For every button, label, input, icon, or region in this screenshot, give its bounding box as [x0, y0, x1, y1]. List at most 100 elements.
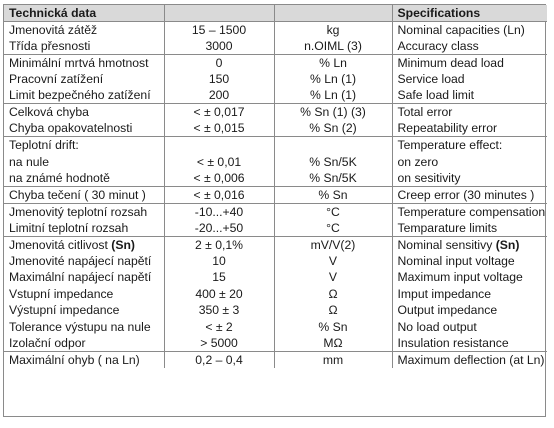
- table-row: na známé hodnotě < ± 0,006 % Sn/5K on se…: [4, 169, 547, 187]
- row-value: 0,2 – 0,4: [164, 351, 275, 368]
- row-label-cz: Izolační odpor: [4, 334, 165, 352]
- row-label-en: Temperature compensation: [397, 204, 546, 219]
- table-row: Limitní teplotní rozsah -20...+50 °C Tem…: [4, 219, 547, 237]
- table-row: Vstupní impedance 400 ± 20 Ω Imput imped…: [4, 285, 547, 302]
- header-en: Specifications: [392, 5, 547, 22]
- table-row: Celková chyba < ± 0,017 % Sn (1) (3) Tot…: [4, 103, 547, 121]
- row-value: 15 – 1500: [164, 21, 275, 38]
- row-unit: mm: [274, 351, 393, 368]
- row-label-cz-bold: (Sn): [111, 237, 135, 252]
- row-value: 350 ± 3: [164, 301, 275, 319]
- row-label-cz: Teplotní drift:: [4, 136, 165, 154]
- row-unit: °C: [274, 219, 393, 237]
- row-unit: % Sn/5K: [274, 153, 393, 170]
- row-unit: % Ln (1): [274, 71, 393, 88]
- row-label-en: No load output: [397, 319, 477, 334]
- row-value: 10: [164, 252, 275, 270]
- row-label-cz: Vstupní impedance: [4, 285, 165, 302]
- table-row: Maximální napájecí napětí 15 V Maximum i…: [4, 269, 547, 286]
- table-row: Limit bezpečného zatížení 200 % Ln (1) S…: [4, 87, 547, 105]
- row-label-en: Minimum dead load: [397, 56, 504, 70]
- spec-table: Technická data Specifications Jmenovitá …: [4, 5, 547, 368]
- row-label-cz: Jmenovitý teplotní rozsah: [4, 203, 165, 220]
- row-unit: Ω: [274, 285, 393, 302]
- row-value: -20...+50: [164, 219, 275, 237]
- row-label-cz: Chyba opakovatelnosti: [4, 120, 165, 138]
- row-label-cz: Jmenovité napájecí napětí: [4, 252, 165, 270]
- row-value: < ± 0,017: [164, 103, 275, 121]
- row-label-cz-text: Jmenovitá citlivost: [9, 237, 112, 252]
- row-label-en: Maximum deflection (at Ln): [397, 352, 545, 367]
- table-row: Tolerance výstupu na nule < ± 2 % Sn No …: [4, 318, 547, 335]
- row-unit: kg: [274, 21, 393, 38]
- spec-table-frame: Technická data Specifications Jmenovitá …: [3, 4, 547, 417]
- table-row: Izolační odpor > 5000 MΩ Insulation resi…: [4, 334, 547, 352]
- table-header-row: Technická data Specifications: [4, 5, 547, 22]
- row-label-cz: Celková chyba: [4, 103, 165, 121]
- row-label-cz: Limit bezpečného zatížení: [4, 87, 165, 105]
- row-label-en: Nominal input voltage: [397, 253, 515, 268]
- row-label-en: Temparature limits: [392, 219, 547, 237]
- row-label-en: Creep error (30 minutes ): [392, 186, 547, 204]
- row-label-en: Repeatability error: [392, 120, 547, 138]
- header-value-blank: [164, 5, 275, 22]
- row-label-cz: Maximální napájecí napětí: [4, 269, 165, 286]
- table-row: Chyba tečení ( 30 minut ) < ± 0,016 % Sn…: [4, 186, 547, 204]
- row-label-cz: na nule: [4, 153, 165, 170]
- row-label-cz: Minimální mrtvá hmotnost: [4, 54, 165, 71]
- row-unit: MΩ: [274, 334, 393, 352]
- row-value: 3000: [164, 38, 275, 55]
- row-label-en: Accuracy class: [392, 38, 547, 55]
- row-unit: % Ln (1): [274, 87, 393, 105]
- row-label-cz: Jmenovitá zátěž: [4, 21, 165, 38]
- row-value: 200: [164, 87, 275, 105]
- row-unit: % Sn/5K: [274, 169, 393, 187]
- row-value: < ± 0,015: [164, 120, 275, 138]
- row-value: 150: [164, 71, 275, 88]
- row-label-en: on zero: [397, 154, 439, 169]
- table-row: Jmenovité napájecí napětí 10 V Nominal i…: [4, 252, 547, 270]
- row-unit: % Sn (2): [274, 120, 393, 138]
- row-label-en: Nominal capacities (Ln): [397, 23, 525, 37]
- row-label-en-bold: (Sn): [495, 237, 520, 252]
- row-value: < ± 2: [164, 318, 275, 335]
- row-label-cz: Maximální ohyb ( na Ln): [4, 351, 165, 368]
- row-label-cz: Třída přesnosti: [4, 38, 165, 55]
- row-label-en: Output impedance: [397, 303, 498, 318]
- row-label-en-text: Nominal sensitivy: [397, 237, 496, 252]
- row-label-en: Temperature effect:: [397, 138, 503, 153]
- table-row: na nule < ± 0,01 % Sn/5K on zero: [4, 153, 547, 170]
- row-label-cz: na známé hodnotě: [4, 169, 165, 187]
- table-row: Jmenovitá zátěž 15 – 1500 kg Nominal cap…: [4, 21, 547, 38]
- row-label-en: Service load: [397, 72, 465, 87]
- row-label-cz: Jmenovitá citlivost (Sn): [4, 236, 165, 253]
- row-value: > 5000: [164, 334, 275, 352]
- table-row: Pracovní zatížení 150 % Ln (1) Service l…: [4, 71, 547, 88]
- row-label-en: Nominal sensitivy (Sn): [392, 236, 547, 253]
- row-label-en: on sesitivity: [392, 169, 547, 187]
- table-row: Třída přesnosti 3000 n.OIML (3) Accuracy…: [4, 38, 547, 55]
- row-unit: V: [274, 269, 393, 286]
- row-unit: °C: [274, 203, 393, 220]
- table-row: Jmenovitá citlivost (Sn) 2 ± 0,1% mV/V(2…: [4, 236, 547, 253]
- row-unit: n.OIML (3): [274, 38, 393, 55]
- row-label-en: Total error: [397, 105, 453, 120]
- row-unit: Ω: [274, 301, 393, 319]
- row-label-en: Imput impedance: [397, 286, 492, 301]
- row-unit: % Sn: [274, 186, 393, 204]
- row-label-cz: Tolerance výstupu na nule: [4, 318, 165, 335]
- row-value: [164, 136, 275, 154]
- row-unit: mV/V(2): [274, 236, 393, 253]
- row-label-en: Safe load limit: [392, 87, 547, 105]
- header-unit-blank: [274, 5, 393, 22]
- table-row: Maximální ohyb ( na Ln) 0,2 – 0,4 mm Max…: [4, 351, 547, 368]
- row-label-en: Maximum input voltage: [397, 270, 523, 285]
- row-label-en: Insulation resistance: [392, 334, 547, 352]
- row-unit: [274, 136, 393, 154]
- table-row: Minimální mrtvá hmotnost 0 % Ln Minimum …: [4, 54, 547, 71]
- row-value: < ± 0,006: [164, 169, 275, 187]
- row-unit: % Ln: [274, 54, 393, 71]
- row-label-cz: Limitní teplotní rozsah: [4, 219, 165, 237]
- header-cz: Technická data: [4, 5, 165, 22]
- row-value: 0: [164, 54, 275, 71]
